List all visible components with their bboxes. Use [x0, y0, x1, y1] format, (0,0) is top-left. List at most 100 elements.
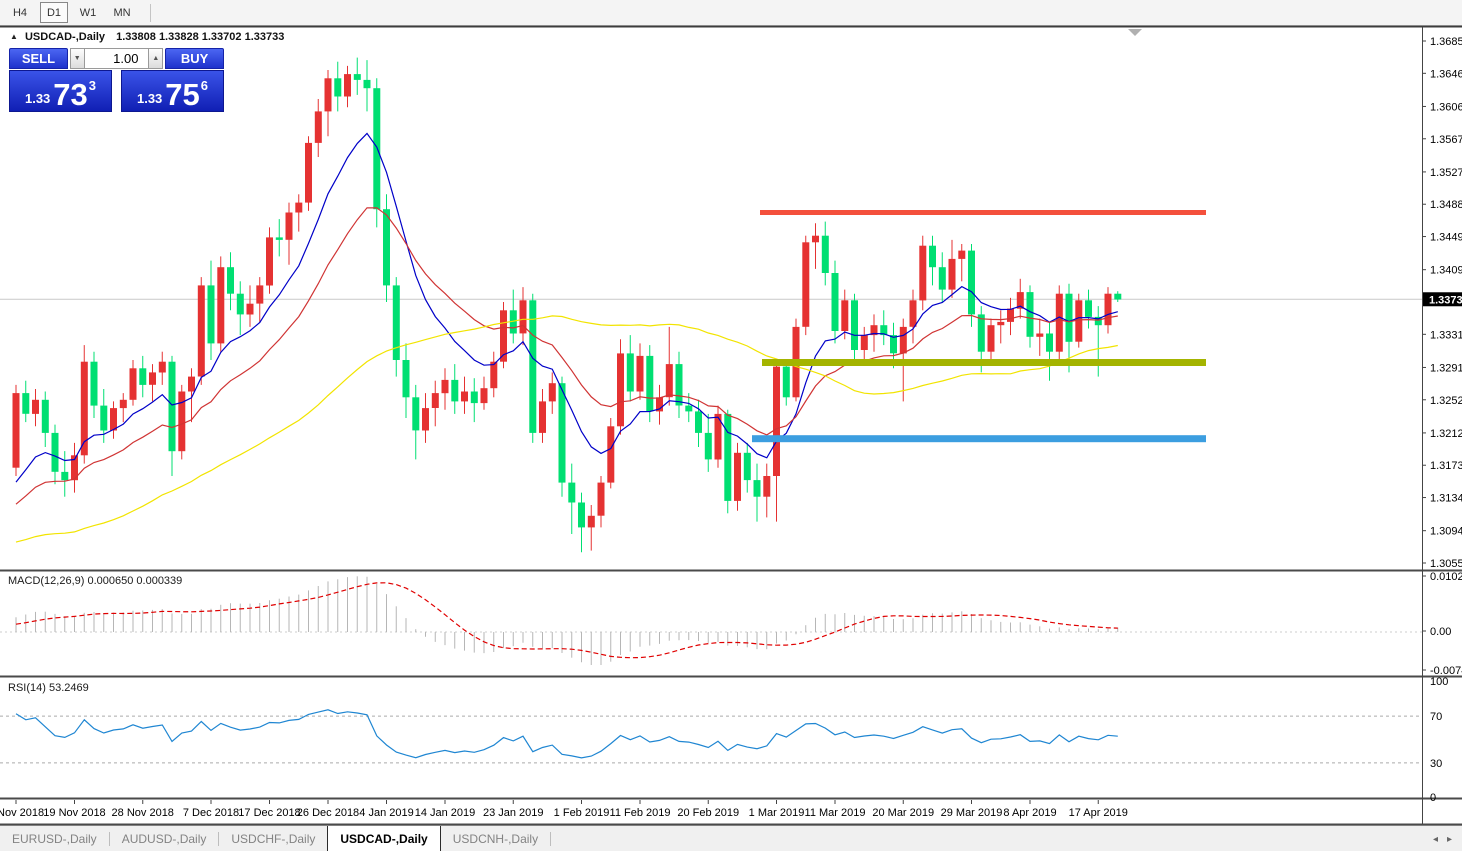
candle-body — [899, 326, 907, 354]
volume-input[interactable]: 1.00 — [84, 48, 149, 69]
candle-body — [295, 202, 303, 213]
candle-body — [763, 476, 771, 497]
timeframe-tab-mn[interactable]: MN — [113, 6, 131, 19]
candle-body — [139, 368, 147, 385]
candle-body — [734, 452, 741, 501]
candle-body — [305, 142, 312, 203]
candle-body — [1016, 292, 1024, 309]
candle-body — [41, 399, 49, 433]
timeframe-tab-h4[interactable]: H4 — [12, 6, 28, 19]
collapse-panel-icon[interactable]: ▲ — [10, 32, 18, 41]
volume-increase-button[interactable]: ▲ — [148, 48, 164, 69]
tabs-scroll-right-icon[interactable]: ▸ — [1446, 833, 1452, 845]
candle-body — [51, 432, 59, 472]
candle-body — [1036, 333, 1044, 337]
date-axis-label: 26 Dec 2018 — [297, 807, 359, 819]
date-axis-label: 20 Feb 2019 — [677, 807, 739, 819]
candle-body — [841, 300, 849, 331]
candle-body — [12, 393, 20, 468]
candle-body — [656, 397, 663, 412]
scroll-marker-icon[interactable] — [1128, 29, 1142, 36]
candle-body — [646, 355, 654, 412]
sell-price-sup: 3 — [88, 78, 97, 93]
candle-body — [422, 408, 429, 431]
candle-body — [197, 285, 205, 377]
candle-body — [909, 300, 917, 327]
candle-body — [22, 393, 30, 414]
candle-body — [958, 250, 966, 259]
ma-line-10 — [15, 132, 1118, 483]
timeframe-tab-d1[interactable]: D1 — [40, 2, 68, 23]
price-axis-label: 1.30940 — [1430, 526, 1462, 538]
candle-body — [724, 413, 732, 501]
symbol-tab-eurusd[interactable]: EURUSD-,Daily — [12, 832, 97, 846]
date-axis-label: 11 Mar 2019 — [805, 807, 866, 819]
price-axis-label: 1.31730 — [1430, 460, 1462, 472]
price-axis-label: 1.32910 — [1430, 363, 1462, 375]
candle-body — [870, 325, 878, 336]
volume-decrease-button[interactable]: ▼ — [69, 48, 85, 69]
timeframe-toolbar: H4 D1 W1 MN — [0, 0, 1462, 26]
sell-button[interactable]: SELL — [9, 48, 68, 69]
sell-price-tile[interactable]: 1.33 73 3 — [9, 70, 112, 112]
candle-body — [548, 383, 556, 402]
date-axis-label: 7 Dec 2018 — [183, 807, 239, 819]
buy-price-tile[interactable]: 1.33 75 6 — [121, 70, 224, 112]
rsi-label: RSI(14) 53.2469 — [8, 682, 89, 694]
candle-body — [412, 397, 420, 431]
candle-body — [266, 237, 273, 286]
candle-body — [275, 237, 283, 240]
candle-body — [812, 235, 819, 243]
price-axis-label: 1.35670 — [1430, 134, 1462, 146]
buy-button[interactable]: BUY — [165, 48, 225, 69]
candle-body — [314, 111, 322, 143]
date-axis-label: 11 Feb 2019 — [610, 807, 671, 819]
symbol-tab-usdchf[interactable]: USDCHF-,Daily — [231, 832, 316, 846]
candle-body — [149, 372, 156, 385]
candle-body — [539, 401, 546, 433]
candle-body — [490, 361, 498, 389]
tabs-scroll-left-icon[interactable]: ◂ — [1432, 833, 1438, 845]
candle-body — [509, 310, 517, 334]
candle-body — [363, 79, 371, 89]
candle-body — [685, 405, 693, 412]
hline-support-low[interactable] — [752, 435, 1206, 443]
rsi-axis-label: 0 — [1430, 792, 1436, 804]
candle-body — [178, 391, 186, 452]
chart-ohlc-values: 1.33808 1.33828 1.33702 1.33733 — [116, 31, 285, 43]
price-axis-label: 1.32520 — [1430, 395, 1462, 407]
candle-body — [227, 267, 234, 294]
price-axis-label: 1.33310 — [1430, 329, 1462, 341]
tab-separator — [108, 832, 110, 846]
price-axis-label: 1.36460 — [1430, 68, 1462, 80]
candle-body — [256, 285, 264, 304]
candle-body — [636, 355, 644, 392]
candle-body — [32, 399, 39, 414]
candle-body — [675, 364, 683, 406]
candle-body — [1007, 308, 1014, 322]
candle-body — [344, 74, 351, 97]
candle-body — [578, 502, 585, 528]
price-axis-label: 1.31340 — [1430, 493, 1462, 505]
symbol-tab-audusd[interactable]: AUDUSD-,Daily — [121, 832, 207, 846]
candle-body — [431, 393, 439, 408]
candle-body — [938, 267, 946, 290]
candle-body — [802, 242, 810, 327]
symbol-tab-usdcad[interactable]: USDCAD-,Daily — [327, 826, 441, 851]
candle-body — [1075, 300, 1083, 342]
price-axis[interactable]: 1.36850 1.36460 1.36060 1.35670 1.35270 1.348… — [1422, 36, 1462, 570]
symbol-tab-usdcnh[interactable]: USDCNH-,Daily — [452, 832, 539, 846]
sell-price-big: 73 — [53, 77, 88, 113]
tab-separator — [550, 832, 552, 846]
timeframe-tab-w1[interactable]: W1 — [79, 6, 97, 19]
macd-signal-line — [15, 582, 1118, 659]
hline-resistance[interactable] — [760, 210, 1206, 215]
sell-price-prefix: 1.33 — [24, 91, 51, 106]
hline-support-mid[interactable] — [762, 359, 1206, 366]
candle-body — [500, 310, 507, 362]
candle-body — [851, 300, 858, 350]
candle-body — [948, 258, 956, 290]
